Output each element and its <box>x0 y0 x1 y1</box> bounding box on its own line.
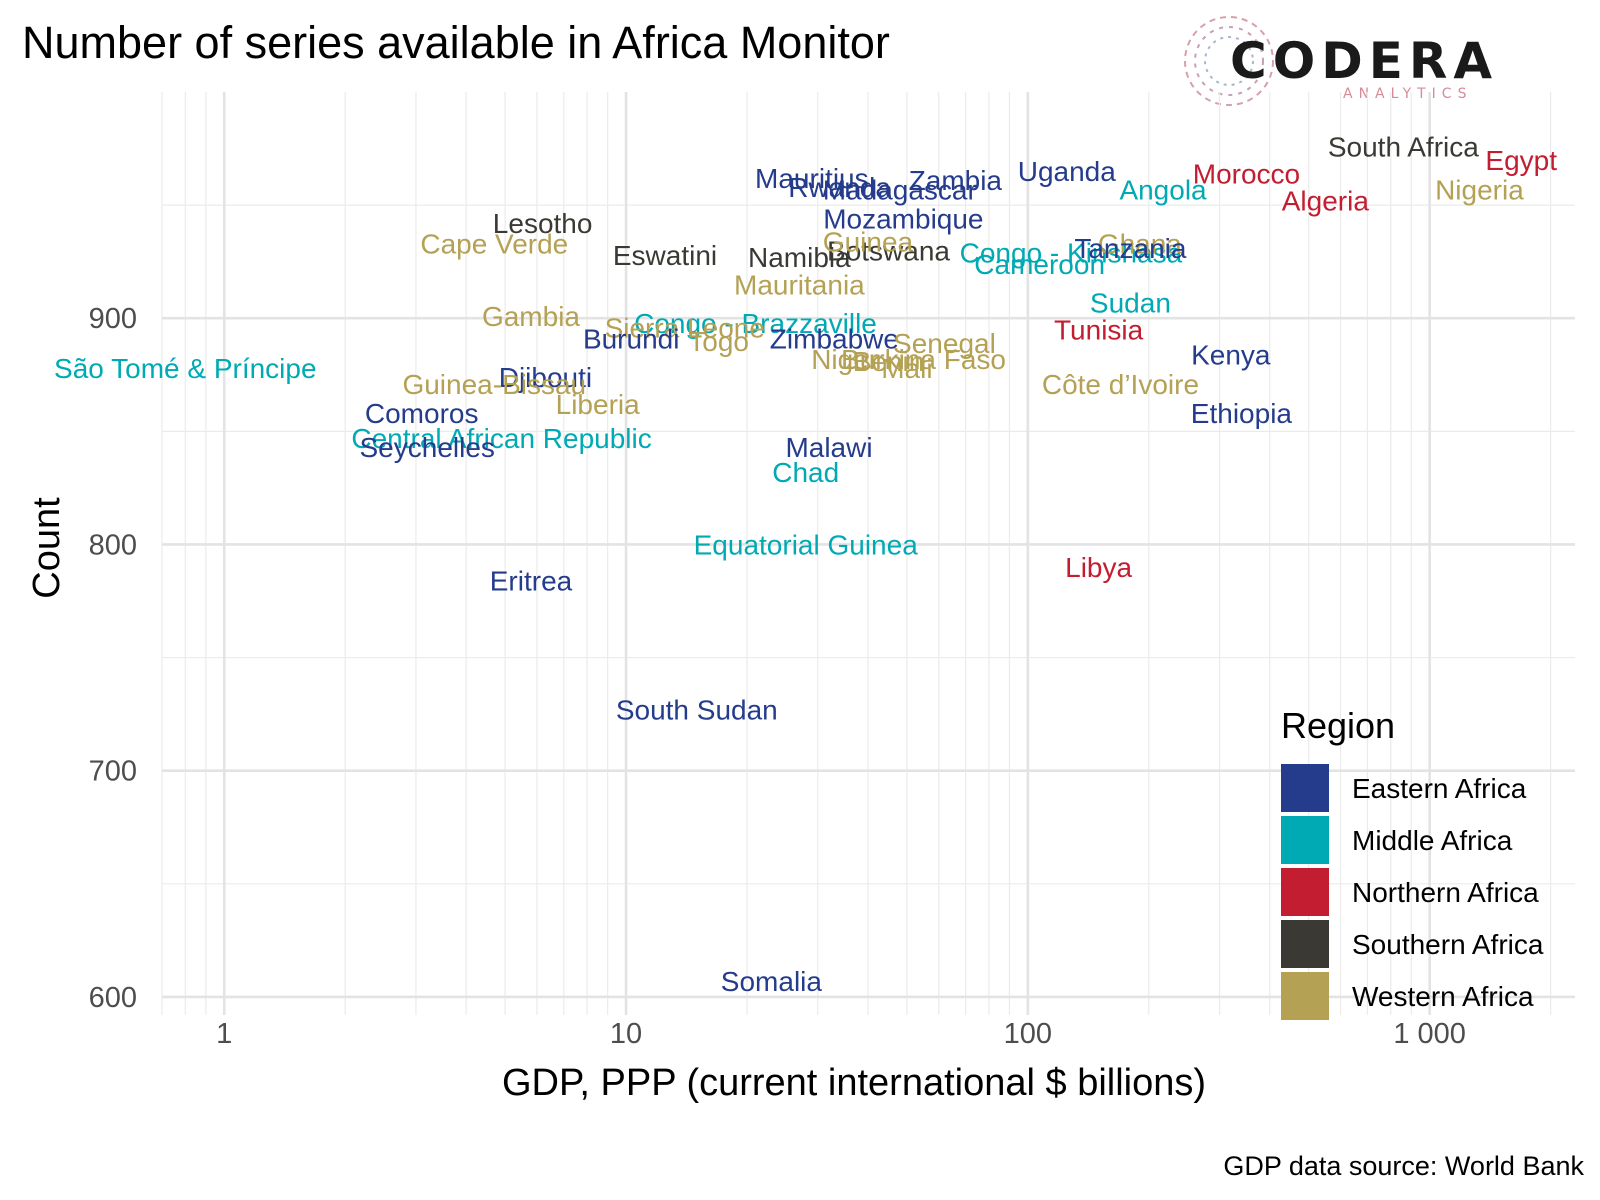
data-point-label: Nigeria <box>1435 174 1524 205</box>
data-point-label: Eritrea <box>490 566 573 597</box>
logo-circle-icon <box>1184 16 1274 106</box>
legend: Region Eastern Africa Middle Africa Northe… <box>1281 705 1544 1020</box>
data-point-label: South Africa <box>1328 131 1479 162</box>
x-tick-label: 10 <box>610 1018 642 1050</box>
data-point-label: Egypt <box>1485 145 1557 176</box>
data-point-label: Tunisia <box>1054 315 1144 346</box>
x-tick-label: 100 <box>1004 1018 1052 1050</box>
y-axis-ticks: 600 700 800 900 <box>89 303 137 1014</box>
y-tick-label: 600 <box>89 982 137 1014</box>
data-point-label: Angola <box>1119 174 1207 205</box>
data-point-label: Sierra Leone <box>605 312 765 343</box>
x-axis-ticks: 1 10 100 1 000 <box>216 1018 1466 1050</box>
x-axis-title: GDP, PPP (current international $ billio… <box>502 1062 1206 1104</box>
legend-title: Region <box>1281 705 1395 746</box>
data-point-label: Liberia <box>556 389 640 420</box>
logo-name: CODERA <box>1230 32 1498 90</box>
data-point-label: Libya <box>1065 552 1132 583</box>
logo-subtitle: ANALYTICS <box>1343 86 1472 102</box>
data-point-label: Sudan <box>1090 287 1171 318</box>
data-point-label: Togo <box>688 326 749 357</box>
data-point-label: Benin <box>853 346 925 377</box>
data-point-label: Tanzania <box>1074 233 1187 264</box>
chart-title: Number of series available in Africa Mon… <box>22 17 890 68</box>
legend-label: Middle Africa <box>1352 825 1513 856</box>
data-point-label: Comoros <box>365 398 479 429</box>
data-point-label: Namibia <box>748 242 851 273</box>
x-tick-label: 1 000 <box>1393 1018 1466 1050</box>
data-point-label: Burkina Faso <box>841 344 1006 375</box>
legend-label: Northern Africa <box>1352 877 1539 908</box>
data-point-label: Morocco <box>1193 158 1300 189</box>
data-point-label: Ghana <box>1098 229 1182 260</box>
data-point-label: Senegal <box>893 328 996 359</box>
data-point-label: Zambia <box>909 165 1003 196</box>
data-point-label: Mauritania <box>734 269 865 300</box>
data-point-label: Guinea <box>823 226 914 257</box>
y-tick-label: 700 <box>89 756 137 788</box>
data-points: South Africa Egypt Morocco Nigeria Algeria An… <box>54 131 1557 997</box>
data-point-label: Guinea-Bissau <box>402 369 586 400</box>
data-point-label: Lesotho <box>493 208 593 239</box>
legend-swatch <box>1281 972 1329 1020</box>
data-point-label: Cape Verde <box>420 229 568 260</box>
y-tick-label: 800 <box>89 529 137 561</box>
data-point-label: Central African Republic <box>351 423 651 454</box>
data-point-label: Mozambique <box>823 204 983 235</box>
data-point-label: South Sudan <box>616 695 778 726</box>
data-point-label: São Tomé & Príncipe <box>54 353 317 384</box>
data-point-label: Ethiopia <box>1191 398 1293 429</box>
legend-label: Eastern Africa <box>1352 773 1527 804</box>
y-axis-title: Count <box>26 497 68 599</box>
data-point-label: Equatorial Guinea <box>694 529 919 560</box>
legend-label: Southern Africa <box>1352 929 1544 960</box>
data-point-label: Chad <box>772 457 839 488</box>
data-point-label: Eswatini <box>613 240 717 271</box>
data-point-label: Malawi <box>785 432 872 463</box>
data-point-label: Rwanda <box>788 172 891 203</box>
legend-swatch <box>1281 816 1329 864</box>
data-point-label: Djibouti <box>499 362 592 393</box>
data-point-label: Madagascar <box>823 174 977 205</box>
data-point-label: Mali <box>881 353 932 384</box>
data-point-label: Seychelles <box>360 432 495 463</box>
data-point-label: Zimbabwe <box>770 324 899 355</box>
legend-swatch <box>1281 868 1329 916</box>
data-point-label: Kenya <box>1191 339 1271 370</box>
data-point-label: Côte d’Ivoire <box>1042 369 1199 400</box>
caption: GDP data source: World Bank <box>1223 1151 1584 1181</box>
legend-swatch <box>1281 764 1329 812</box>
data-point-label: Somalia <box>721 966 823 997</box>
data-point-label: Burundi <box>583 324 680 355</box>
data-point-label: Congo - Brazzaville <box>634 308 877 339</box>
grid <box>161 92 1575 1015</box>
x-tick-label: 1 <box>216 1018 232 1050</box>
data-point-label: Algeria <box>1282 186 1370 217</box>
codera-logo: CODERA ANALYTICS <box>1184 16 1498 106</box>
legend-swatch <box>1281 920 1329 968</box>
data-point-label: Botswana <box>827 235 950 266</box>
data-point-label: Cameroon <box>974 249 1105 280</box>
data-point-label: Uganda <box>1018 156 1117 187</box>
y-tick-label: 900 <box>89 303 137 335</box>
data-point-label: Mauritius <box>755 163 869 194</box>
data-point-label: Congo - Kinshasa <box>960 238 1183 269</box>
data-point-label: Gambia <box>482 301 580 332</box>
legend-label: Western Africa <box>1352 981 1534 1012</box>
data-point-label: Niger <box>811 344 878 375</box>
